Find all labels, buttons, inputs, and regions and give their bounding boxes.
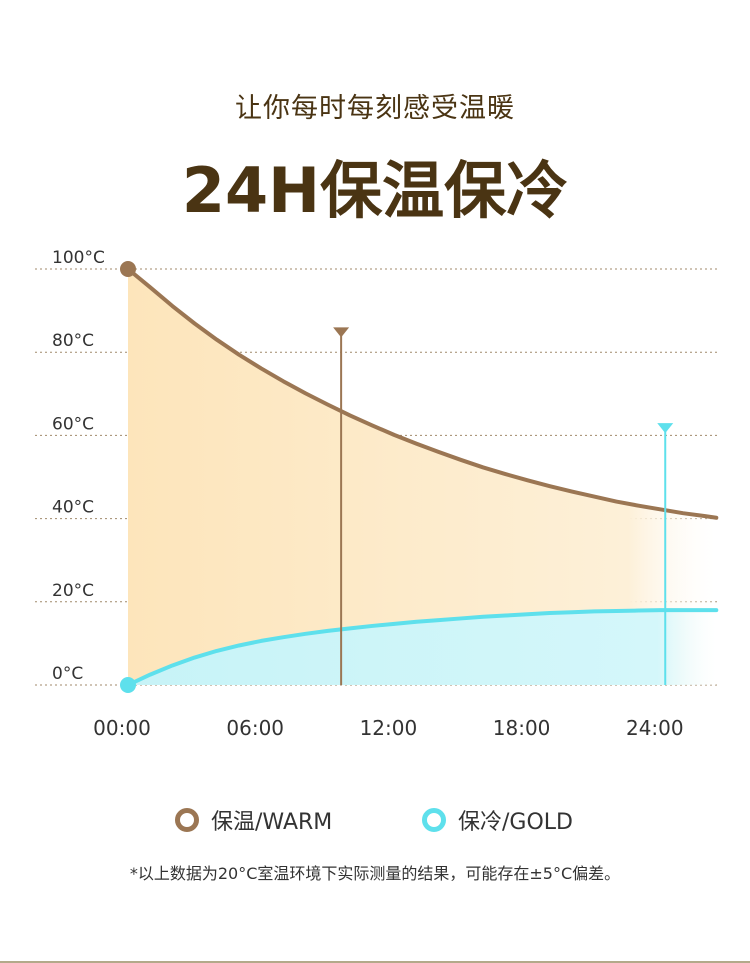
legend-warm-label: 保温/WARM	[211, 810, 333, 835]
cold-line	[126, 608, 719, 687]
x-tick-label: 12:00	[360, 716, 418, 740]
cold-legend-icon	[422, 808, 446, 832]
x-tick-label: 00:00	[93, 716, 151, 740]
bottom-divider	[0, 961, 750, 963]
legend-cold: 保冷/GOLD	[422, 804, 573, 836]
y-tick-label: 20°C	[52, 581, 94, 601]
legend-cold-label: 保冷/GOLD	[458, 810, 573, 835]
x-tick-label: 18:00	[493, 716, 551, 740]
x-tick-label: 24:00	[626, 716, 684, 740]
y-tick-label: 40°C	[52, 498, 94, 518]
marker-triangle-icon	[657, 423, 674, 434]
legend-warm: 保温/WARM	[175, 804, 332, 836]
cold-start-point	[120, 677, 136, 693]
marker-triangle-icon	[333, 327, 350, 338]
temperature-chart: 0°C 20°C 40°C 60°C 80°C 100°C 00:00 06:00 12:00 1…	[35, 248, 720, 740]
warm-legend-icon	[175, 808, 199, 832]
warm-area	[128, 269, 717, 685]
page-title: 24H保温保冷	[181, 154, 569, 227]
footnote: *以上数据为20°C室温环境下实际测量的结果，可能存在±5°C偏差。	[129, 864, 621, 883]
cold-area	[128, 610, 717, 685]
x-tick-label: 06:00	[226, 716, 284, 740]
y-tick-label: 80°C	[52, 331, 94, 351]
subtitle: 让你每时每刻感受温暖	[235, 93, 515, 124]
warm-line	[126, 267, 719, 520]
warm-start-point	[120, 261, 136, 277]
y-tick-label: 100°C	[52, 248, 105, 268]
y-tick-label: 0°C	[52, 664, 83, 684]
y-tick-label: 60°C	[52, 414, 94, 434]
